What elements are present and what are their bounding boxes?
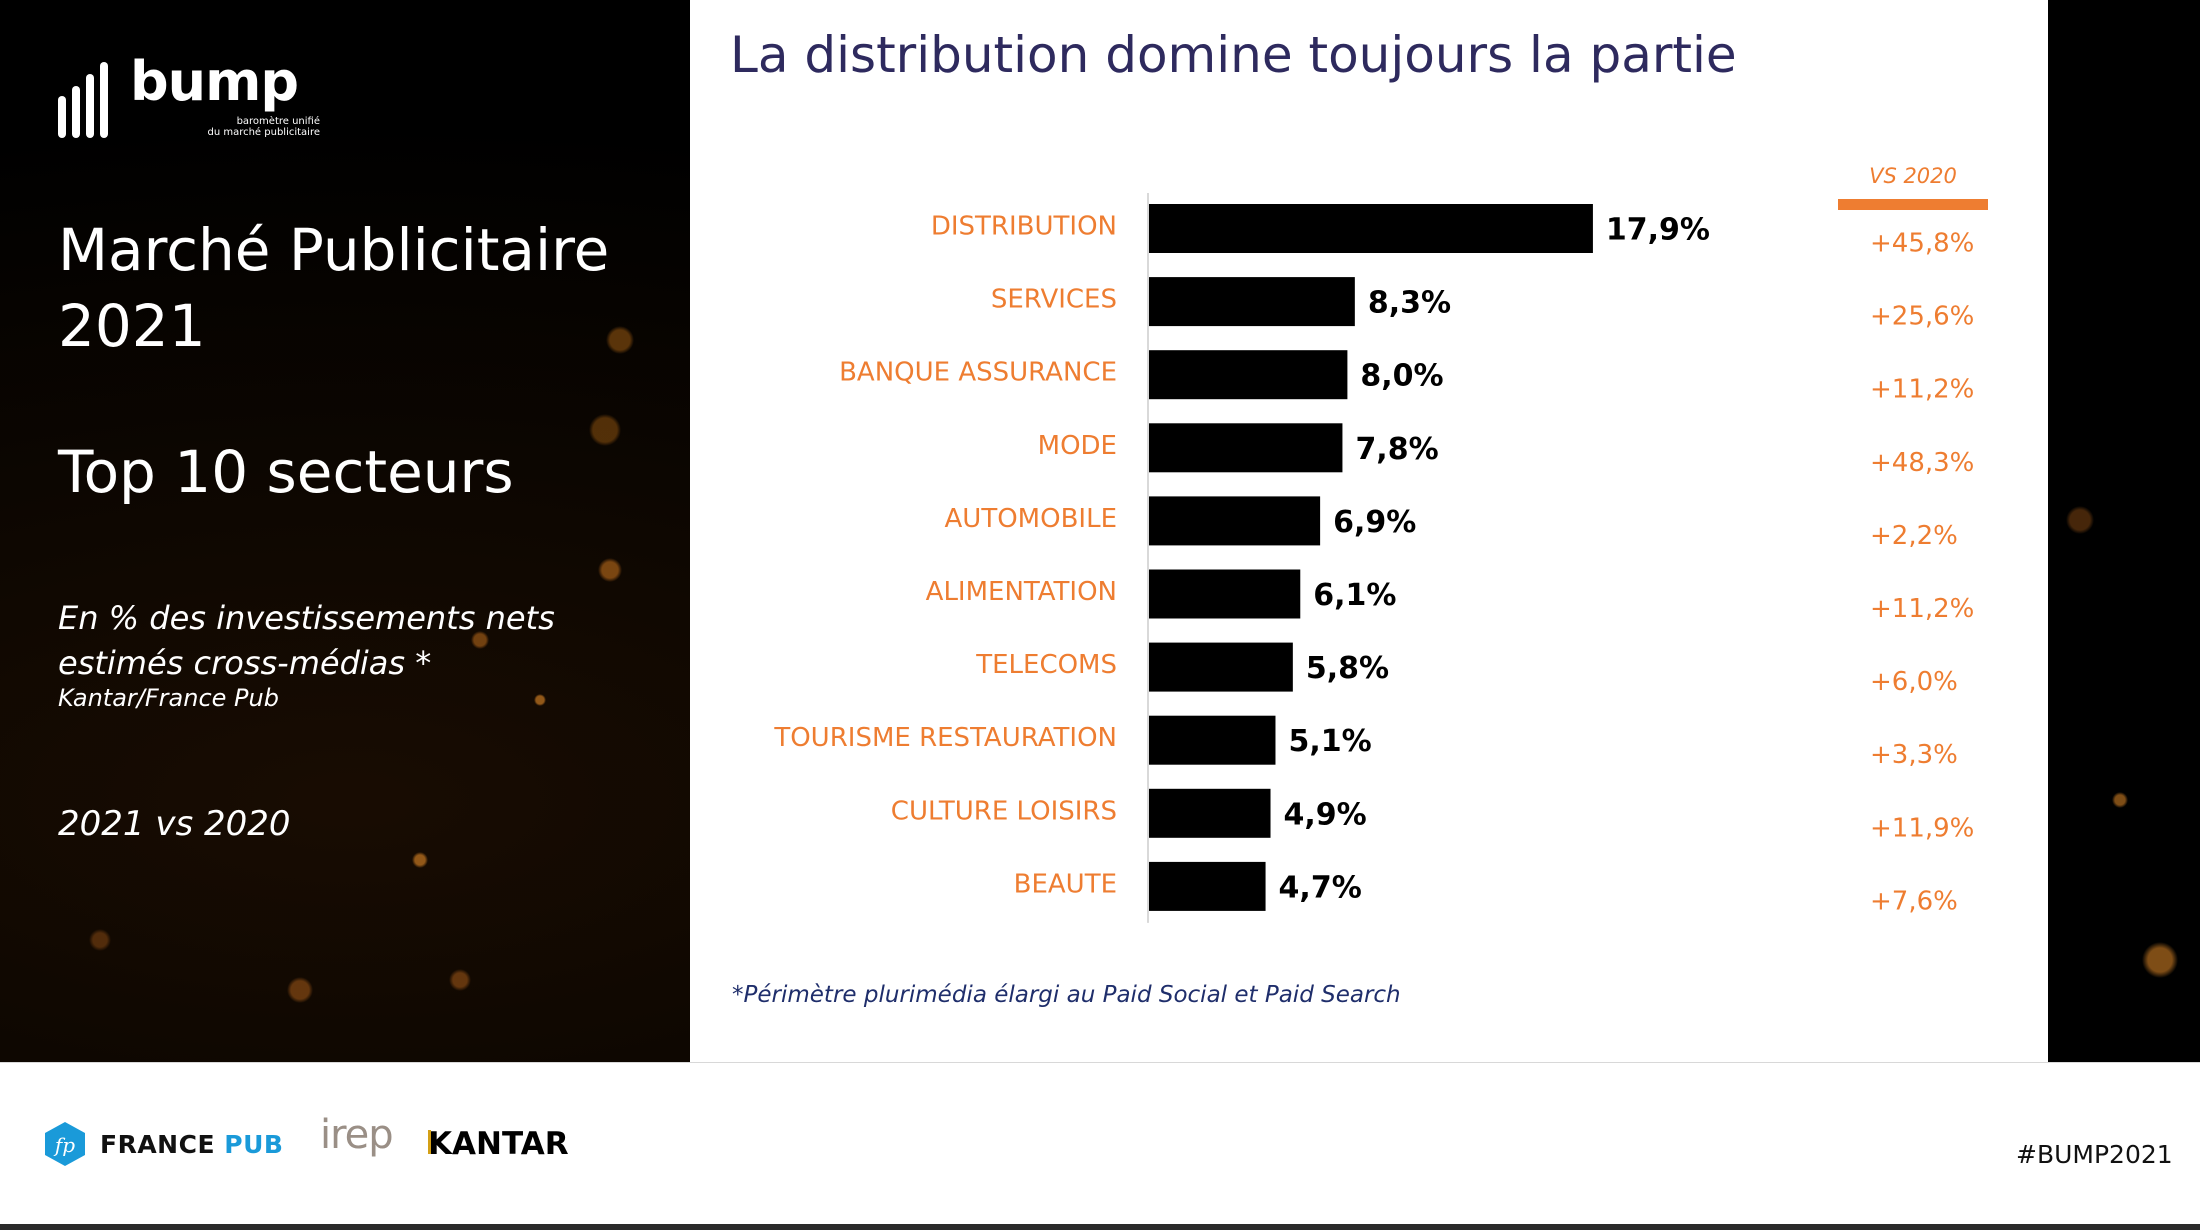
vs-2020-value: +11,2% bbox=[1870, 594, 1974, 624]
bump-logo: bump baromètre unifié du marché publicit… bbox=[56, 50, 320, 142]
data-source: Kantar/France Pub bbox=[58, 684, 279, 712]
bar bbox=[1149, 569, 1301, 619]
value-label: 4,7% bbox=[1279, 870, 1362, 905]
chart-footnote: *Périmètre plurimédia élargi au Paid Soc… bbox=[732, 982, 1401, 1008]
kantar-logo: KANTAR bbox=[428, 1126, 569, 1162]
france-pub-logo: fp FRANCE PUB bbox=[44, 1120, 283, 1168]
vs-2020-value: +2,2% bbox=[1870, 521, 1958, 551]
category-label: BANQUE ASSURANCE bbox=[839, 358, 1117, 388]
bar bbox=[1149, 788, 1271, 838]
category-label: CULTURE LOISIRS bbox=[891, 796, 1117, 826]
chart-row: CULTURE LOISIRS 4,9% +11,9% bbox=[891, 788, 1974, 843]
bar bbox=[1149, 715, 1276, 765]
chart-row: DISTRIBUTION 17,9% +45,8% bbox=[931, 204, 1974, 259]
vs-2020-header: VS 2020 bbox=[1869, 164, 1957, 188]
chart-row: SERVICES 8,3% +25,6% bbox=[991, 277, 1974, 332]
vs-2020-value: +11,2% bbox=[1870, 375, 1974, 405]
slide-heading-line1: Marché Publicitaire bbox=[58, 216, 610, 284]
bump-wordmark: bump bbox=[130, 50, 299, 113]
france-pub-wordmark: FRANCE PUB bbox=[100, 1129, 284, 1159]
irep-logo: irep bbox=[320, 1112, 394, 1158]
chart-row: BANQUE ASSURANCE 8,0% +11,2% bbox=[839, 350, 1974, 405]
vs-2020-underline bbox=[1838, 199, 1988, 210]
bump-tagline-line2: du marché publicitaire bbox=[207, 127, 320, 138]
svg-text:fp: fp bbox=[53, 1133, 75, 1157]
footer-bottom-border bbox=[0, 1224, 2200, 1230]
slide-subheading: Top 10 secteurs bbox=[58, 438, 514, 506]
vs-2020-value: +7,6% bbox=[1870, 886, 1958, 916]
chart-title: La distribution domine toujours la parti… bbox=[730, 26, 1737, 84]
france-pub-hexagon-icon: fp bbox=[45, 1122, 85, 1166]
vs-2020-value: +6,0% bbox=[1870, 667, 1958, 697]
value-label: 17,9% bbox=[1606, 213, 1710, 248]
value-label: 8,3% bbox=[1368, 286, 1451, 321]
chart-row: MODE 7,8% +48,3% bbox=[1038, 423, 1974, 478]
vs-2020-value: +3,3% bbox=[1870, 740, 1958, 770]
vs-2020-value: +48,3% bbox=[1870, 448, 1974, 478]
value-label: 8,0% bbox=[1360, 359, 1443, 394]
category-label: TELECOMS bbox=[975, 650, 1117, 680]
category-label: TOURISME RESTAURATION bbox=[773, 723, 1117, 753]
category-label: DISTRIBUTION bbox=[931, 212, 1117, 242]
bump-tagline: baromètre unifié du marché publicitaire bbox=[140, 116, 320, 138]
chart-row: TELECOMS 5,8% +6,0% bbox=[975, 642, 1958, 697]
category-label: BEAUTE bbox=[1014, 869, 1117, 899]
description-line1: En % des investissements nets bbox=[58, 599, 555, 637]
vs-2020-value: +11,9% bbox=[1870, 813, 1974, 843]
bump-bars-icon bbox=[56, 58, 116, 138]
vs-2020-value: +25,6% bbox=[1870, 302, 1974, 332]
bar bbox=[1149, 496, 1321, 546]
event-hashtag: #BUMP2021 bbox=[2016, 1140, 2173, 1169]
bar bbox=[1149, 204, 1593, 253]
value-label: 6,9% bbox=[1333, 505, 1416, 540]
description-line2: estimés cross-médias * bbox=[58, 644, 432, 682]
value-label: 4,9% bbox=[1284, 797, 1367, 832]
chart-row: ALIMENTATION 6,1% +11,2% bbox=[926, 569, 1974, 624]
slide-heading: Marché Publicitaire 2021 bbox=[58, 212, 609, 364]
bar bbox=[1149, 350, 1348, 400]
comparison-period: 2021 vs 2020 bbox=[58, 804, 291, 844]
category-label: MODE bbox=[1038, 431, 1117, 461]
bar bbox=[1149, 861, 1266, 911]
bar-chart: DISTRIBUTION 17,9% +45,8% SERVICES 8,3% +25,6… bbox=[773, 164, 1988, 923]
value-label: 6,1% bbox=[1313, 578, 1396, 613]
chart-row: BEAUTE 4,7% +7,6% bbox=[1014, 861, 1958, 916]
bump-tagline-line1: baromètre unifié bbox=[236, 116, 320, 127]
chart-panel bbox=[690, 0, 2048, 1062]
value-label: 5,8% bbox=[1306, 651, 1389, 686]
value-label: 7,8% bbox=[1355, 432, 1438, 467]
bar bbox=[1149, 642, 1293, 692]
chart-row: AUTOMOBILE 6,9% +2,2% bbox=[945, 496, 1958, 551]
bar bbox=[1149, 423, 1343, 473]
slide-heading-line2: 2021 bbox=[58, 292, 206, 360]
category-label: SERVICES bbox=[991, 285, 1117, 315]
category-label: AUTOMOBILE bbox=[945, 504, 1117, 534]
bar bbox=[1149, 277, 1355, 327]
vs-2020-value: +45,8% bbox=[1870, 229, 1974, 259]
chart-row: TOURISME RESTAURATION 5,1% +3,3% bbox=[773, 715, 1958, 770]
footer bbox=[0, 1062, 2200, 1225]
value-label: 5,1% bbox=[1288, 724, 1371, 759]
category-label: ALIMENTATION bbox=[926, 577, 1117, 607]
slide-description: En % des investissements nets estimés cr… bbox=[58, 596, 658, 686]
